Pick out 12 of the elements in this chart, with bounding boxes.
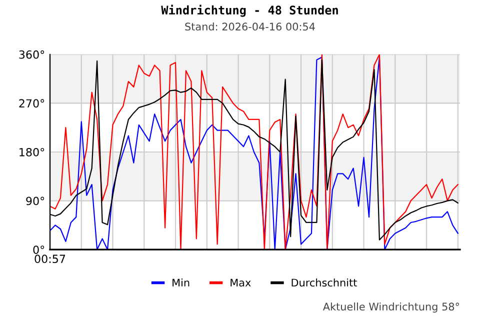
legend-label: Max: [230, 278, 251, 287]
y-tick-label: 90°: [26, 196, 44, 206]
y-tick-label: 180°: [20, 148, 44, 156]
x-tick-label: 00:57: [34, 254, 66, 264]
chart-title: Windrichtung - 48 Stunden: [161, 4, 338, 17]
text: Aktuelle Windrichtung 58°: [322, 302, 460, 313]
y-tick-label: 0°: [33, 246, 44, 254]
y-tick-label: 360°: [19, 50, 44, 59]
chart-subtitle: Stand: 2026-04-16 00:54: [185, 22, 315, 31]
y-tick-label: 270°: [19, 99, 44, 108]
legend-label: Min: [172, 278, 190, 286]
legend-label: Durchschnitt: [292, 278, 357, 287]
